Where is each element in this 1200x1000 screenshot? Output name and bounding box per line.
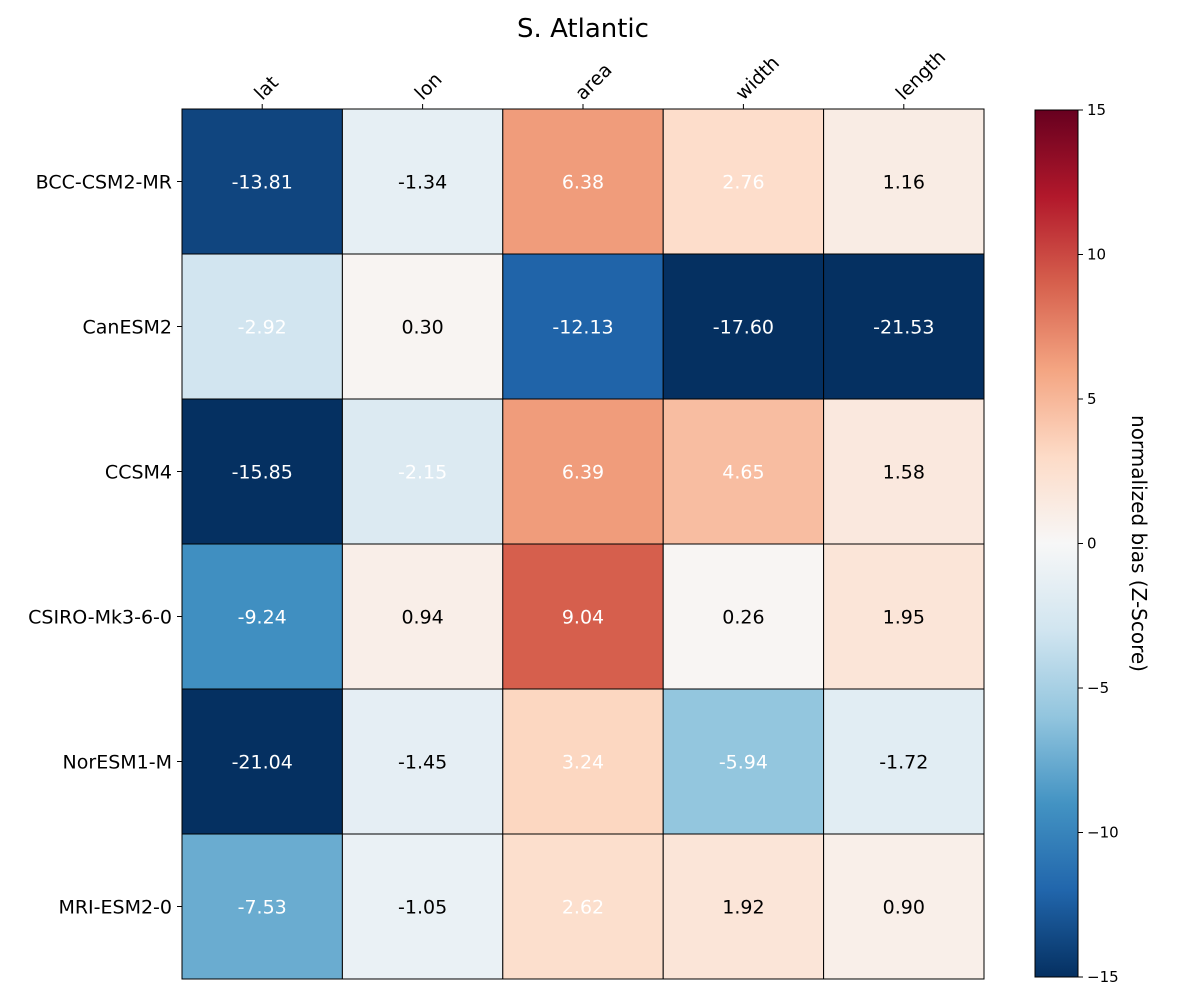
cell-value-label: -1.34 — [398, 172, 447, 194]
row-label: NorESM1-M — [63, 752, 172, 774]
cell-value-label: 2.76 — [722, 172, 764, 194]
colorbar-tick-label: 15 — [1087, 101, 1106, 119]
cell-value-label: -7.53 — [238, 897, 287, 919]
column-label: area — [571, 59, 617, 105]
cell-value-label: -21.04 — [232, 752, 293, 774]
heatmap-cell — [823, 688, 985, 835]
heatmap-cell — [662, 833, 825, 980]
colorbar-tick-label: 5 — [1087, 390, 1097, 408]
colorbar-tick-label: −5 — [1087, 679, 1109, 697]
heatmap-cells: -13.81 -1.34 6.38 2.76 1.16 -2.92 0.30 -12.13 -1… — [181, 108, 985, 980]
heatmap-cell — [341, 833, 504, 980]
heatmap-cell — [823, 398, 985, 545]
cell-value-label: -13.81 — [232, 172, 293, 194]
cell-value-label: -15.85 — [232, 462, 293, 484]
heatmap-cell — [823, 543, 985, 690]
cell-value-label: 0.90 — [883, 897, 925, 919]
cell-value-label: 1.16 — [883, 172, 925, 194]
cell-value-label: 0.30 — [401, 317, 443, 339]
heatmap-cell — [341, 543, 504, 690]
cell-value-label: -1.72 — [879, 752, 928, 774]
heatmap-cell — [823, 108, 985, 255]
cell-value-label: -1.05 — [398, 897, 447, 919]
colorbar-tick-label: 10 — [1087, 246, 1106, 264]
heatmap-cell — [662, 543, 825, 690]
heatmap-cell — [502, 543, 664, 690]
cell-value-label: -12.13 — [552, 317, 613, 339]
heatmap-cell — [502, 398, 664, 545]
cell-value-label: -9.24 — [238, 607, 287, 629]
column-label: length — [892, 46, 950, 104]
heatmap-cell — [662, 398, 825, 545]
heatmap-cell — [502, 253, 664, 400]
cell-value-label: 6.39 — [562, 462, 604, 484]
cell-value-label: 1.92 — [722, 897, 764, 919]
row-labels: BCC-CSM2-MR CanESM2 CCSM4 CSIRO-Mk3-6-0 NorE… — [28, 172, 182, 919]
colorbar-label: normalized bias (Z-Score) — [1127, 415, 1151, 672]
heatmap-cell — [662, 108, 825, 255]
colorbar-tick-label: −10 — [1087, 824, 1119, 842]
heatmap-cell — [181, 108, 343, 255]
row-label: BCC-CSM2-MR — [36, 172, 172, 194]
cell-value-label: -21.53 — [873, 317, 934, 339]
cell-value-label: 1.95 — [883, 607, 925, 629]
cell-value-label: -17.60 — [713, 317, 774, 339]
cell-value-label: 1.58 — [883, 462, 925, 484]
cell-value-label: 2.62 — [562, 897, 604, 919]
cell-value-label: 6.38 — [562, 172, 604, 194]
chart-title: S. Atlantic — [517, 14, 649, 44]
cell-value-label: -5.94 — [719, 752, 768, 774]
row-label: CSIRO-Mk3-6-0 — [28, 607, 172, 629]
heatmap-cell — [181, 253, 343, 400]
cell-value-label: 0.26 — [722, 607, 764, 629]
cell-value-label: -1.45 — [398, 752, 447, 774]
heatmap-cell — [502, 688, 664, 835]
heatmap-cell — [823, 253, 985, 400]
column-label: width — [731, 52, 784, 105]
heatmap-cell — [341, 688, 504, 835]
cell-value-label: 9.04 — [562, 607, 604, 629]
cell-value-label: -2.92 — [238, 317, 287, 339]
colorbar-tick-label: −15 — [1087, 968, 1119, 986]
heatmap-cell — [181, 688, 343, 835]
cell-value-label: 0.94 — [401, 607, 443, 629]
heatmap-cell — [341, 108, 504, 255]
colorbar-tick-label: 0 — [1087, 535, 1097, 553]
colorbar: 15 10 5 0 −5 −10 −15 normalized bias (Z-Score) — [1034, 101, 1151, 986]
column-label: lon — [411, 69, 447, 105]
row-label: CCSM4 — [105, 462, 172, 484]
heatmap-cell — [823, 833, 985, 980]
heatmap-cell — [502, 833, 664, 980]
cell-value-label: 3.24 — [562, 752, 604, 774]
cell-value-label: -2.15 — [398, 462, 447, 484]
heatmap-cell — [341, 253, 504, 400]
row-label: MRI-ESM2-0 — [58, 897, 172, 919]
column-labels: lat lon area width length — [250, 46, 950, 109]
column-label: lat — [250, 72, 283, 105]
cell-value-label: 4.65 — [722, 462, 764, 484]
heatmap-cell — [341, 398, 504, 545]
row-label: CanESM2 — [83, 317, 173, 339]
colorbar-gradient — [1034, 109, 1079, 978]
